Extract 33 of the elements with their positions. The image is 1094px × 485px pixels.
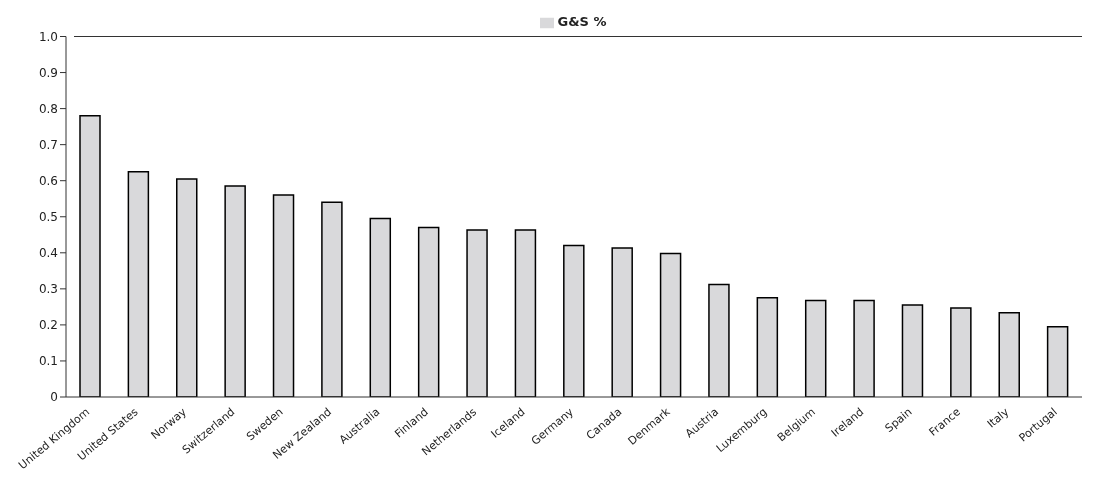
bar	[708, 283, 730, 397]
bar	[369, 217, 392, 397]
bar	[224, 185, 246, 397]
bar	[611, 247, 633, 397]
y-tick-label: 0.2	[38, 318, 58, 333]
y-tick-label: 0.5	[38, 210, 58, 225]
bar	[272, 194, 295, 397]
y-tick-label: 1.0	[38, 29, 58, 44]
legend-label: G&S %	[557, 14, 607, 29]
y-tick-label: 0.9	[38, 65, 58, 80]
bar	[1046, 325, 1069, 397]
bar	[176, 178, 198, 397]
y-tick-label: 0.4	[38, 246, 58, 261]
bar	[659, 252, 682, 397]
bar	[563, 244, 585, 397]
bar	[321, 201, 343, 397]
y-tick-label: 0	[50, 390, 58, 405]
bar	[466, 229, 488, 397]
y-tick-label: 0.1	[38, 354, 58, 369]
bar	[998, 311, 1020, 397]
bar	[853, 299, 875, 397]
y-tick-label: 0.6	[38, 173, 58, 188]
bar	[950, 307, 972, 397]
bar	[514, 229, 537, 397]
bar	[804, 299, 827, 397]
bar	[79, 115, 101, 397]
y-tick-label: 0.3	[38, 282, 58, 297]
y-tick-label: 0.7	[38, 137, 58, 152]
bar	[901, 304, 924, 397]
bar	[756, 297, 779, 397]
bar	[127, 170, 150, 397]
bar	[417, 226, 440, 397]
y-tick-label: 0.8	[38, 101, 58, 116]
